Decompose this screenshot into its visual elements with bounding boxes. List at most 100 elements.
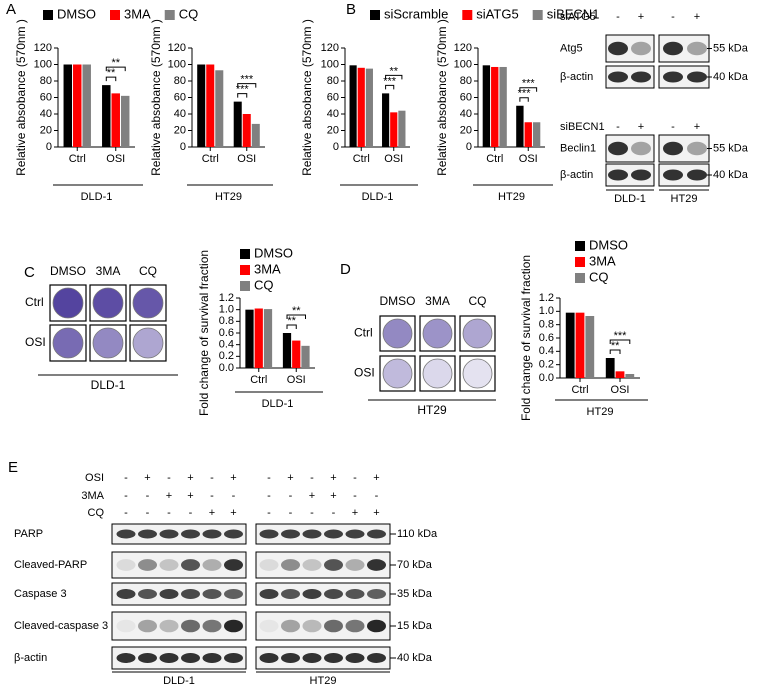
blot-band <box>663 169 683 181</box>
significance-bracket <box>609 349 621 354</box>
x-tick-label: Ctrl <box>69 153 86 165</box>
bar <box>349 65 357 147</box>
blot-band <box>324 529 343 539</box>
row-label: Ctrl <box>354 326 373 340</box>
y-tick-label: 60 <box>327 91 339 103</box>
sign: + <box>373 507 379 519</box>
legend-label: siScramble <box>384 6 448 21</box>
y-tick-label: 60 <box>460 91 472 103</box>
protein-label: Beclin1 <box>560 142 596 154</box>
blot-band <box>281 619 300 633</box>
protein-label: Cleaved-PARP <box>14 559 87 571</box>
blot-band <box>116 529 136 539</box>
marker-label: 55 kDa <box>713 142 749 154</box>
x-tick-label: OSI <box>106 153 125 165</box>
x-axis-label: HT29 <box>215 191 242 203</box>
marker-label: 35 kDa <box>397 588 433 600</box>
blot-band <box>345 529 365 539</box>
colony-well <box>132 287 164 319</box>
sign: + <box>209 507 215 519</box>
bar <box>82 64 91 147</box>
sign: - <box>267 507 271 519</box>
blot-frame <box>111 646 247 670</box>
significance-label: *** <box>236 84 250 96</box>
treatment-label: CQ <box>88 507 105 519</box>
blot-band <box>181 619 200 633</box>
blot-band <box>259 559 279 571</box>
y-tick-label: 120 <box>454 42 472 54</box>
marker-label: 40 kDa <box>397 652 433 664</box>
legend-label: siBECN1 <box>547 6 600 21</box>
bar <box>102 85 111 147</box>
sign: + <box>694 11 700 23</box>
x-tick-label: Ctrl <box>486 153 503 165</box>
bar <box>398 110 406 147</box>
y-tick-label: 60 <box>174 91 186 103</box>
x-tick-label: OSI <box>287 374 306 386</box>
y-tick-label: 0 <box>333 141 339 153</box>
row-label: Ctrl <box>25 295 44 309</box>
blot-band <box>345 653 365 663</box>
y-tick-label: 120 <box>34 42 52 54</box>
sign: + <box>352 507 358 519</box>
legend-swatch <box>575 257 585 267</box>
bar <box>491 66 499 147</box>
legend-swatch <box>575 241 585 251</box>
sign: + <box>187 472 193 484</box>
blot-band <box>608 41 628 56</box>
x-axis-label: HT29 <box>498 191 525 203</box>
blot-band <box>116 619 136 633</box>
legend-label: 3MA <box>254 261 281 276</box>
significance-bracket <box>519 97 529 102</box>
y-axis-label: Relative absobance (570nm ) <box>300 19 314 176</box>
sign: - <box>232 490 236 502</box>
x-axis-label: DLD-1 <box>362 191 394 203</box>
blot-band <box>159 529 179 539</box>
sign: - <box>210 472 214 484</box>
y-tick-label: 20 <box>460 124 472 136</box>
blot-band <box>202 529 222 539</box>
colony-well <box>422 318 453 349</box>
significance-label: *** <box>518 88 532 100</box>
bar <box>233 101 242 147</box>
y-tick-label: 0 <box>46 141 52 153</box>
significance-label: ** <box>389 65 398 77</box>
blot-band <box>181 529 200 539</box>
blot-band <box>259 619 279 633</box>
blot-band <box>116 559 136 571</box>
x-tick-label: OSI <box>519 153 538 165</box>
blot-band <box>687 41 707 56</box>
treatment-label: siBECN1 <box>560 121 605 133</box>
sign: - <box>124 472 128 484</box>
bar <box>615 371 625 378</box>
legend-swatch <box>43 10 53 20</box>
y-tick-label: 0.0 <box>219 362 234 374</box>
column-label: DMSO <box>380 294 416 308</box>
blot-band <box>259 653 279 663</box>
panel-label: B <box>346 1 356 18</box>
sign: - <box>310 472 314 484</box>
y-tick-label: 120 <box>321 42 339 54</box>
significance-bracket <box>237 83 257 88</box>
bar <box>301 345 310 368</box>
x-tick-label: Ctrl <box>250 374 267 386</box>
blot-band <box>281 589 300 599</box>
legend-label: DMSO <box>57 6 96 21</box>
colony-well <box>422 358 453 389</box>
sign: - <box>616 121 620 133</box>
blot-band <box>324 589 343 599</box>
y-tick-label: 40 <box>174 108 186 120</box>
panel-label: D <box>340 261 351 278</box>
blot-band <box>181 653 200 663</box>
y-tick-label: 0 <box>466 141 472 153</box>
column-label: CQ <box>469 294 487 308</box>
x-axis-label: DLD-1 <box>81 191 113 203</box>
bar <box>111 93 120 147</box>
bar <box>390 112 398 147</box>
y-tick-label: 80 <box>460 75 472 87</box>
x-tick-label: OSI <box>237 153 256 165</box>
blot-band <box>367 559 386 571</box>
blot-band <box>224 589 243 599</box>
bar <box>263 309 273 368</box>
